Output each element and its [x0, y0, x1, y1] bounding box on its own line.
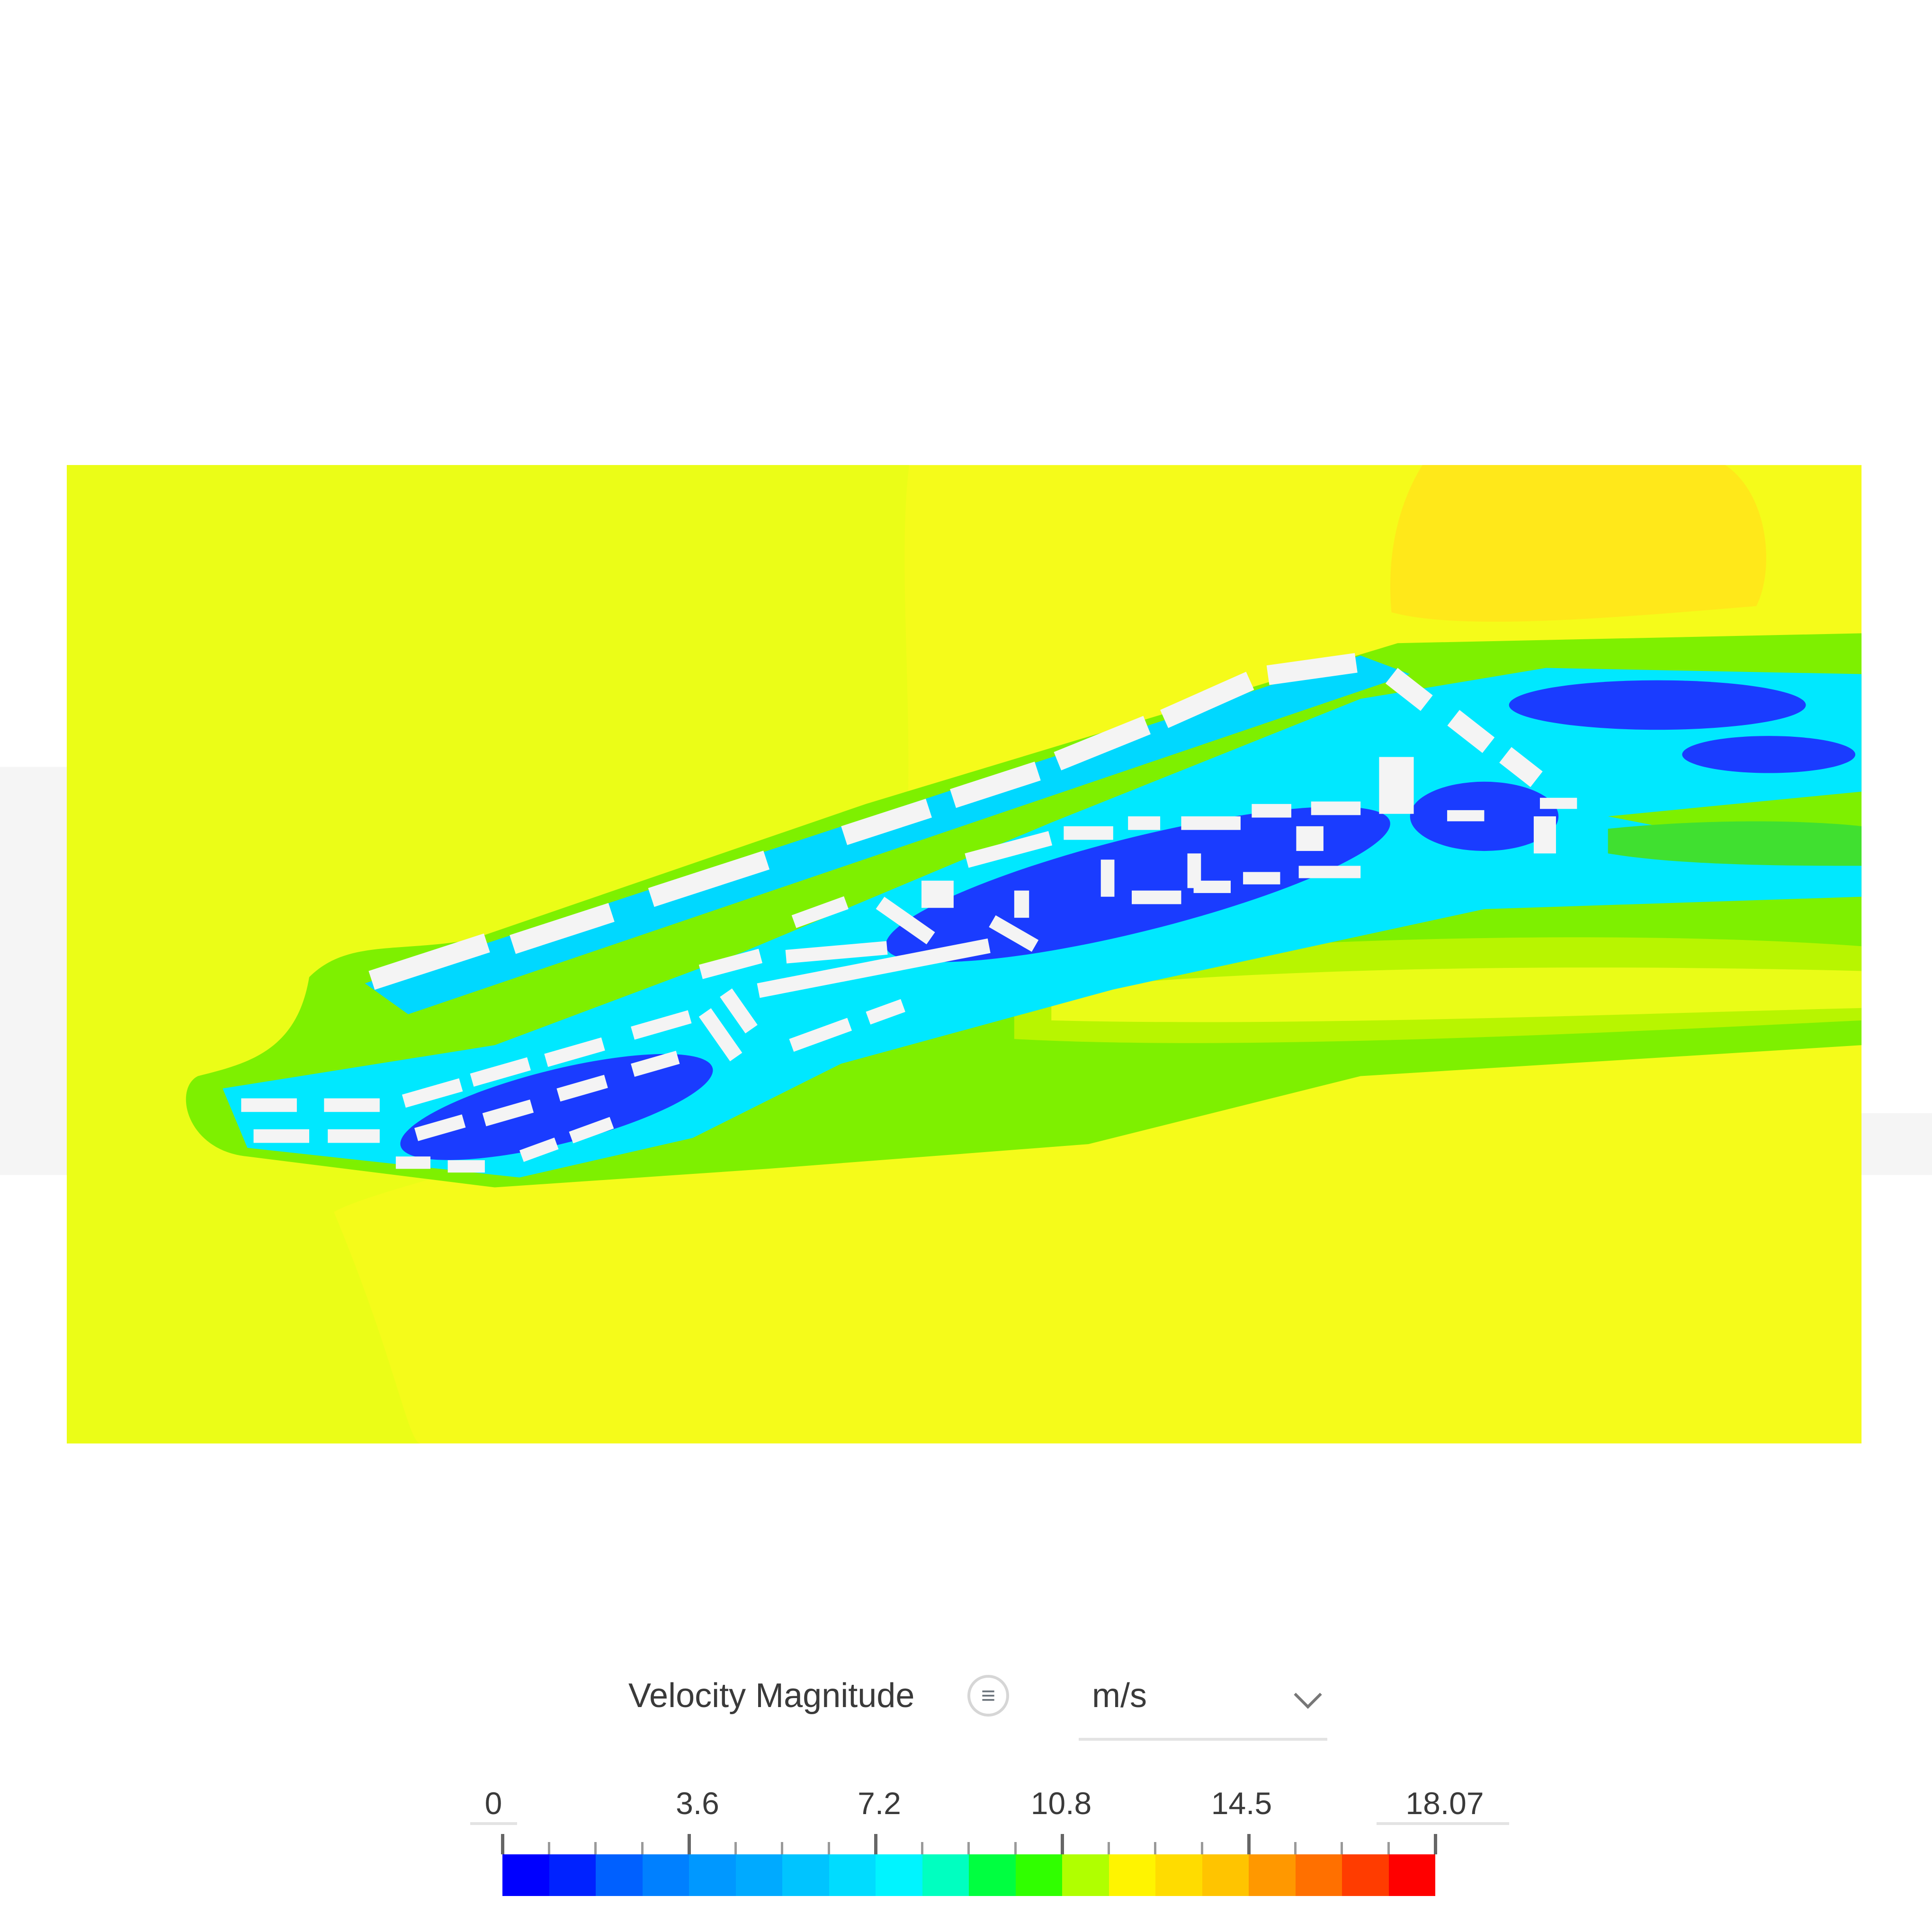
colorbar-band: [1109, 1854, 1155, 1896]
tick-label: 10.8: [1030, 1786, 1092, 1821]
minor-tick: [1107, 1842, 1110, 1854]
colorbar-band: [1202, 1854, 1249, 1896]
minor-tick: [967, 1842, 970, 1854]
colorbar-band: [876, 1854, 922, 1896]
minor-tick: [1341, 1842, 1343, 1854]
legend-menu-button[interactable]: ≡: [967, 1675, 1009, 1717]
colorbar-band: [642, 1854, 689, 1896]
major-tick: [1061, 1834, 1064, 1854]
max-input-underline: [1377, 1822, 1509, 1825]
green-tongue: [1608, 821, 1862, 866]
upper-row-wake: [365, 655, 1410, 1014]
list-menu-icon: ≡: [981, 1682, 996, 1709]
colorbar-band: [1015, 1854, 1062, 1896]
minor-tick: [1154, 1842, 1156, 1854]
colorbar-band: [782, 1854, 829, 1896]
unit-value: m/s: [1092, 1677, 1147, 1715]
minor-tick: [781, 1842, 783, 1854]
minor-tick: [1014, 1842, 1017, 1854]
colorbar-band: [922, 1854, 969, 1896]
minor-tick: [734, 1842, 737, 1854]
colorbar-band: [735, 1854, 782, 1896]
major-tick: [874, 1834, 877, 1854]
colorbar-band: [1249, 1854, 1296, 1896]
minor-tick: [1387, 1842, 1390, 1854]
low-velocity-zones: [400, 680, 1856, 1160]
colorbar: [502, 1854, 1435, 1896]
minor-tick: [594, 1842, 597, 1854]
tick-label: 7.2: [858, 1786, 901, 1821]
colorbar-band: [1388, 1854, 1435, 1896]
chevron-down-icon: [1294, 1681, 1322, 1709]
colorbar-band: [596, 1854, 643, 1896]
tick-label: 3.6: [676, 1786, 719, 1821]
minor-tick: [1294, 1842, 1297, 1854]
tick-label: 14.5: [1211, 1786, 1272, 1821]
high-velocity-region: [1390, 465, 1766, 622]
minor-tick: [921, 1842, 923, 1854]
colorbar-band: [689, 1854, 736, 1896]
major-tick: [1247, 1834, 1251, 1854]
colorbar-band: [549, 1854, 596, 1896]
buildings: [241, 653, 1577, 1173]
tick-label-min[interactable]: 0: [484, 1786, 502, 1821]
colorbar-band: [829, 1854, 876, 1896]
background-decoration: [0, 767, 1932, 1175]
minor-tick: [1200, 1842, 1203, 1854]
colorbar-band: [502, 1854, 549, 1896]
colorbar-band: [1155, 1854, 1202, 1896]
major-tick: [501, 1834, 504, 1854]
minor-tick: [827, 1842, 830, 1854]
wake-yellow-tongue: [1051, 967, 1862, 1022]
colorbar-band: [1062, 1854, 1109, 1896]
min-input-underline: [470, 1822, 517, 1825]
minor-tick: [547, 1842, 550, 1854]
colorbar-band: [1295, 1854, 1342, 1896]
unit-dropdown[interactable]: m/s: [1079, 1672, 1327, 1741]
colorbar-band: [1342, 1854, 1389, 1896]
tick-label-max[interactable]: 18.07: [1405, 1786, 1484, 1821]
colorbar-band: [969, 1854, 1016, 1896]
legend-title: Velocity Magnitude: [628, 1677, 915, 1715]
major-tick: [1434, 1834, 1437, 1854]
major-tick: [688, 1834, 691, 1854]
minor-tick: [641, 1842, 644, 1854]
